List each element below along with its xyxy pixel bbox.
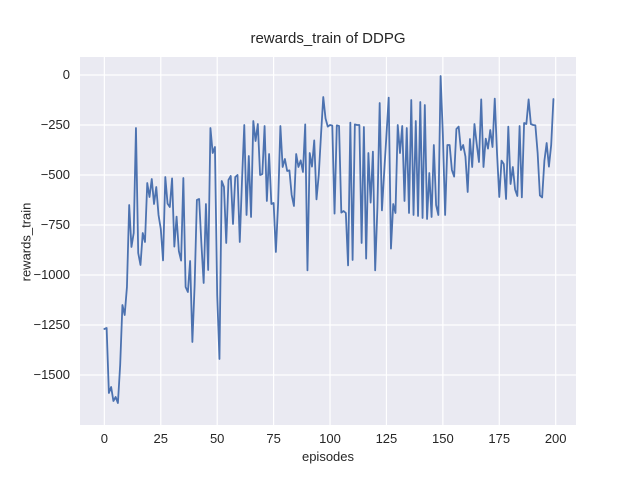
x-tick-label: 125 [375, 431, 398, 446]
x-tick-label: 25 [153, 431, 169, 446]
y-tick-label: −1250 [33, 317, 70, 332]
y-tick-label: −500 [40, 167, 70, 182]
x-tick-label: 100 [319, 431, 341, 446]
x-tick-label: 50 [209, 431, 225, 446]
y-tick-label: −250 [40, 117, 70, 132]
series-line-rewards_train [103, 75, 555, 404]
x-tick-label: 0 [100, 431, 108, 446]
plot-area [80, 57, 576, 425]
y-tick-label: −750 [40, 217, 70, 232]
x-tick-label: 175 [488, 431, 511, 446]
y-tick-label: −1000 [33, 267, 70, 282]
axes-background [80, 57, 576, 425]
x-tick-label: 150 [432, 431, 454, 446]
x-tick-label: 75 [266, 431, 281, 446]
x-axis-label: episodes [301, 449, 355, 464]
chart-title: rewards_train of DDPG [250, 30, 406, 47]
y-tick-label: 0 [62, 67, 70, 82]
x-tick-label: 200 [544, 431, 567, 446]
y-tick-label: −1500 [33, 367, 70, 382]
